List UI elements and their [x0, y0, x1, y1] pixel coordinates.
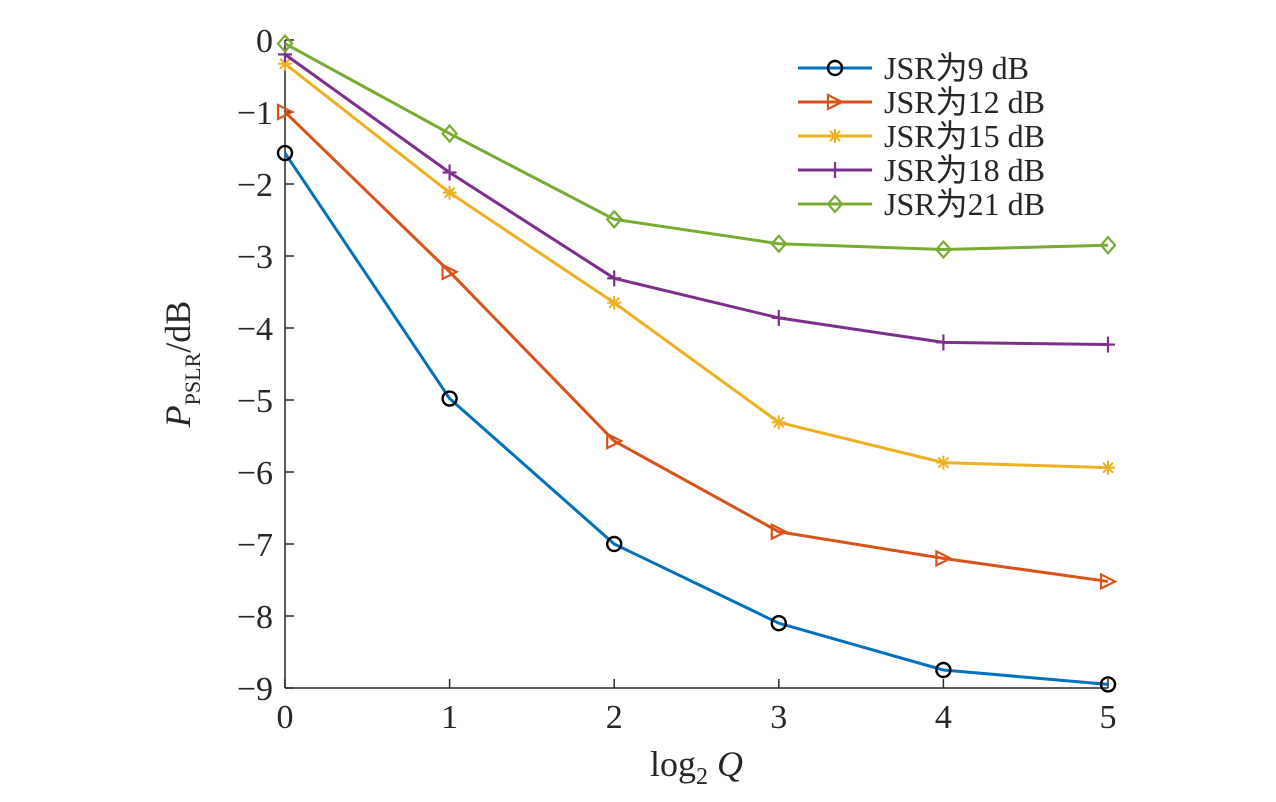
series-2	[276, 103, 1118, 591]
data-point	[770, 615, 787, 632]
x-axis-title: log2 Q	[650, 744, 743, 790]
x-tick-label: 3	[770, 699, 787, 736]
data-point	[936, 455, 951, 470]
data-point	[934, 239, 952, 260]
legend-marker	[828, 162, 842, 178]
data-point	[1099, 235, 1117, 255]
x-tick-label: 1	[441, 699, 458, 736]
data-point	[441, 123, 459, 144]
series-3	[278, 56, 1115, 475]
legend-marker	[826, 93, 845, 111]
data-point	[606, 432, 624, 450]
legend-marker	[826, 59, 844, 77]
series-line	[283, 110, 1109, 583]
x-tick-label: 0	[277, 699, 294, 736]
y-tick-label: −9	[237, 671, 273, 708]
data-point	[441, 263, 460, 281]
data-point	[441, 390, 458, 407]
legend-item: JSR为9 dB	[798, 50, 1029, 86]
legend-item: JSR为12 dB	[798, 84, 1045, 120]
y-axis-title: PPSLR/dB	[158, 301, 205, 429]
y-tick-label: −5	[237, 383, 273, 420]
series-line	[284, 62, 1109, 470]
y-tick-label: −1	[237, 95, 273, 132]
legend-item: JSR为15 dB	[798, 118, 1045, 154]
data-point	[276, 33, 294, 54]
y-tick-label: −2	[237, 167, 273, 204]
data-point	[276, 103, 295, 121]
series-4	[278, 46, 1115, 353]
data-point	[278, 46, 292, 63]
data-point	[1099, 572, 1118, 591]
data-point	[771, 415, 786, 430]
y-tick-label: −7	[237, 527, 273, 564]
y-tick-label: −3	[237, 239, 273, 276]
data-point	[936, 334, 951, 351]
data-point	[770, 234, 788, 254]
x-tick-label: 5	[1100, 699, 1117, 736]
series-layer	[276, 33, 1118, 693]
legend-marker	[828, 129, 842, 143]
legend-label: JSR为18 dB	[884, 152, 1045, 188]
y-tick-label: −8	[237, 599, 273, 636]
series-line	[283, 152, 1109, 686]
data-point	[1099, 676, 1117, 693]
series-5	[276, 33, 1117, 260]
legend-marker	[826, 194, 844, 214]
legend-label: JSR为9 dB	[884, 50, 1029, 86]
data-point	[935, 549, 953, 568]
data-point	[442, 164, 457, 181]
legend-label: JSR为15 dB	[884, 118, 1045, 154]
x-tick-label: 4	[935, 699, 952, 736]
axis-titles: log2 Q PPSLR/dB	[158, 301, 743, 790]
legend-label: JSR为21 dB	[884, 186, 1045, 222]
data-point	[1101, 336, 1115, 353]
data-point	[607, 270, 622, 287]
data-point	[607, 295, 622, 310]
data-point	[1101, 460, 1115, 475]
legend-item: JSR为18 dB	[798, 152, 1045, 188]
axes: 0 1 2 3 4 5 0 −1 −2 −3 −4 −5 −6 −7 −8 −9	[237, 23, 1117, 736]
legend-label: JSR为12 dB	[884, 84, 1045, 120]
y-tick-label: −4	[237, 311, 273, 348]
series-1	[276, 144, 1117, 693]
data-point	[771, 309, 786, 326]
data-point	[442, 185, 457, 200]
y-tick-label: −6	[237, 455, 273, 492]
y-tick-label: 0	[256, 23, 273, 60]
data-point	[605, 209, 623, 229]
series-line	[284, 42, 1109, 252]
data-point	[935, 661, 952, 679]
data-point	[770, 522, 789, 541]
data-point	[606, 535, 623, 553]
x-tick-label: 2	[606, 699, 623, 736]
data-point	[276, 144, 294, 162]
series-line	[284, 53, 1109, 347]
legend-item: JSR为21 dB	[798, 186, 1045, 222]
